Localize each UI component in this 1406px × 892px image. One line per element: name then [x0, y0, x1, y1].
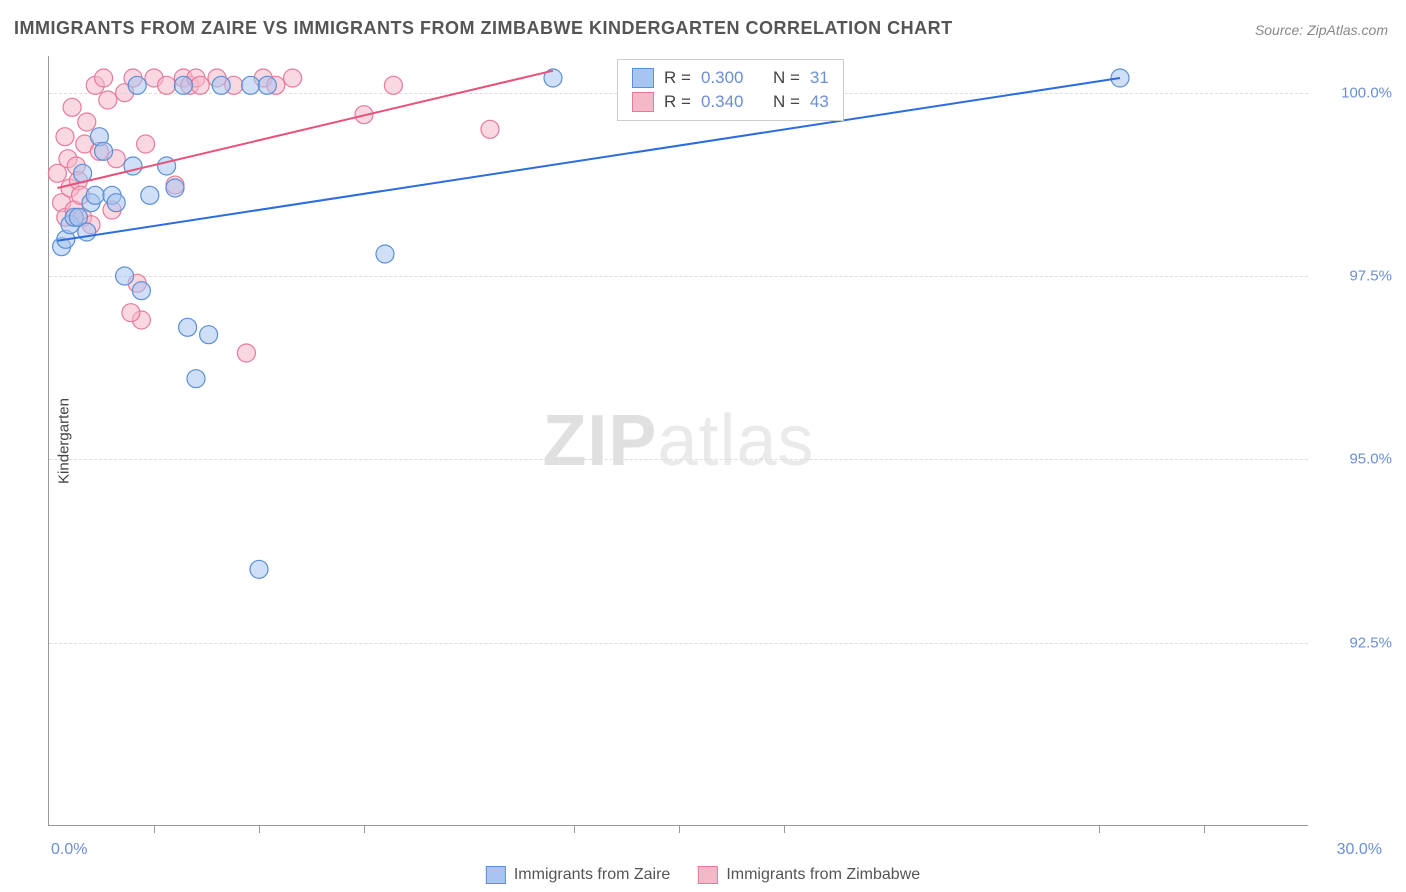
stats-n-label: N =: [773, 68, 800, 88]
y-tick-label: 97.5%: [1349, 268, 1392, 285]
legend-label-zimbabwe: Immigrants from Zimbabwe: [726, 866, 920, 884]
x-axis-min-label: 0.0%: [51, 841, 87, 859]
stats-row-series1: R = 0.300 N = 31: [632, 66, 829, 90]
legend-label-zaire: Immigrants from Zaire: [514, 866, 670, 884]
stats-swatch-zimbabwe: [632, 92, 654, 112]
scatter-plot-svg: [49, 56, 1308, 825]
stats-n-value-2: 43: [810, 92, 829, 112]
legend-swatch-zaire: [486, 866, 506, 884]
y-tick-label: 95.0%: [1349, 451, 1392, 468]
stats-r-label: R =: [664, 68, 691, 88]
y-tick-label: 100.0%: [1341, 84, 1392, 101]
source-attribution: Source: ZipAtlas.com: [1255, 22, 1388, 38]
y-tick-label: 92.5%: [1349, 634, 1392, 651]
plot-area: ZIPatlas 92.5%95.0%97.5%100.0% Kindergar…: [48, 56, 1308, 826]
stats-r-value-1: 0.300: [701, 68, 744, 88]
stats-r-label-2: R =: [664, 92, 691, 112]
legend-bottom: Immigrants from Zaire Immigrants from Zi…: [486, 866, 920, 884]
stats-n-label-2: N =: [773, 92, 800, 112]
x-axis-max-label: 30.0%: [1337, 841, 1382, 859]
legend-swatch-zimbabwe: [698, 866, 718, 884]
chart-title: IMMIGRANTS FROM ZAIRE VS IMMIGRANTS FROM…: [14, 18, 953, 39]
stats-r-value-2: 0.340: [701, 92, 744, 112]
chart-container: IMMIGRANTS FROM ZAIRE VS IMMIGRANTS FROM…: [0, 0, 1406, 892]
stats-swatch-zaire: [632, 68, 654, 88]
legend-item-zaire: Immigrants from Zaire: [486, 866, 670, 884]
y-axis-label: Kindergarten: [55, 398, 72, 484]
stats-n-value-1: 31: [810, 68, 829, 88]
stats-row-series2: R = 0.340 N = 43: [632, 90, 829, 114]
legend-item-zimbabwe: Immigrants from Zimbabwe: [698, 866, 920, 884]
stats-legend-box: R = 0.300 N = 31 R = 0.340 N = 43: [617, 59, 844, 121]
